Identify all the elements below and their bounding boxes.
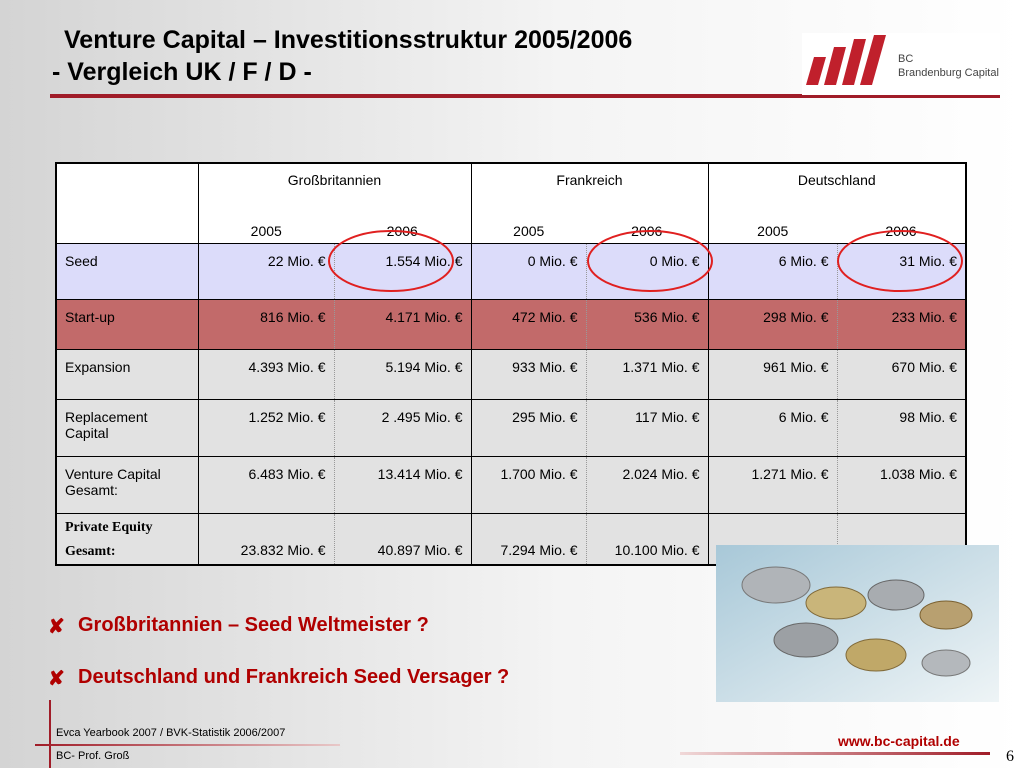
value-cell: 1.038 Mio. € bbox=[836, 455, 967, 514]
value-cell: 6 Mio. € bbox=[707, 398, 837, 457]
logo-short: BC bbox=[898, 53, 914, 65]
value-cell: 536 Mio. € bbox=[585, 298, 709, 350]
value-cell: 7.294 Mio. € bbox=[470, 512, 586, 565]
value-cell: 1.371 Mio. € bbox=[585, 348, 709, 400]
footer-source: Evca Yearbook 2007 / BVK-Statistik 2006/… bbox=[56, 727, 286, 739]
table-row: Replacement Capital 1.252 Mio. €2 .495 Mi… bbox=[55, 398, 967, 457]
year-header: 2005 bbox=[707, 213, 837, 244]
footer-rule bbox=[35, 744, 340, 746]
value-cell: 6 Mio. € bbox=[707, 242, 837, 300]
footer-rule bbox=[680, 752, 990, 755]
header-row: Großbritannien Frankreich Deutschland bbox=[55, 162, 967, 244]
bullet-text: Großbritannien – Seed Weltmeister ? bbox=[78, 614, 429, 636]
value-cell: 472 Mio. € bbox=[470, 298, 586, 350]
corner-cell bbox=[55, 162, 199, 244]
country-header: Großbritannien bbox=[197, 162, 472, 213]
value-cell: 0 Mio. € bbox=[470, 242, 586, 300]
table-row: Seed 22 Mio. €1.554 Mio. €0 Mio. €0 Mio. … bbox=[55, 242, 967, 300]
title-rule bbox=[50, 94, 1000, 98]
year-header: 2005 bbox=[197, 213, 334, 244]
value-cell: 961 Mio. € bbox=[707, 348, 837, 400]
footer-url: www.bc-capital.de bbox=[838, 733, 960, 749]
value-cell: 4.171 Mio. € bbox=[333, 298, 472, 350]
country-header: Frankreich bbox=[470, 162, 709, 213]
value-cell: 13.414 Mio. € bbox=[333, 455, 472, 514]
value-cell: 298 Mio. € bbox=[707, 298, 837, 350]
year-header: 2005 bbox=[470, 213, 586, 244]
footer-rule bbox=[49, 700, 51, 768]
value-cell: 5.194 Mio. € bbox=[333, 348, 472, 400]
row-label: Venture Capital Gesamt: bbox=[55, 455, 199, 514]
value-cell: 31 Mio. € bbox=[836, 242, 967, 300]
country-header: Deutschland bbox=[707, 162, 967, 213]
coins-image bbox=[716, 545, 999, 702]
footer-author: BC- Prof. Groß bbox=[56, 750, 130, 762]
value-cell: 117 Mio. € bbox=[585, 398, 709, 457]
year-header: 2006 bbox=[334, 213, 472, 244]
row-label: Seed bbox=[55, 242, 199, 300]
data-table: Großbritannien Frankreich Deutschland 2005 2… bbox=[55, 162, 967, 566]
table-row: Start-up 816 Mio. €4.171 Mio. €472 Mio. €… bbox=[55, 298, 967, 350]
value-cell: 23.832 Mio. € bbox=[197, 512, 334, 565]
title-line: Venture Capital – Investitionsstruktur 2… bbox=[64, 26, 633, 54]
value-cell: 22 Mio. € bbox=[197, 242, 334, 300]
value-cell: 233 Mio. € bbox=[836, 298, 967, 350]
row-label: Replacement Capital bbox=[55, 398, 199, 457]
value-cell: 933 Mio. € bbox=[470, 348, 586, 400]
value-cell: 40.897 Mio. € bbox=[333, 512, 472, 565]
year-header: 2006 bbox=[837, 213, 967, 244]
value-cell: 1.252 Mio. € bbox=[197, 398, 334, 457]
value-cell: 1.554 Mio. € bbox=[333, 242, 472, 300]
logo: BC Brandenburg Capital bbox=[802, 33, 1000, 95]
value-cell: 670 Mio. € bbox=[836, 348, 967, 400]
page-number: 6 bbox=[1006, 748, 1014, 765]
value-cell: 1.700 Mio. € bbox=[470, 455, 586, 514]
value-cell: 0 Mio. € bbox=[585, 242, 709, 300]
row-label: Private Equity Gesamt: bbox=[55, 512, 199, 565]
value-cell: 2.024 Mio. € bbox=[585, 455, 709, 514]
year-header: 2006 bbox=[586, 213, 709, 244]
value-cell: 1.271 Mio. € bbox=[707, 455, 837, 514]
value-cell: 10.100 Mio. € bbox=[585, 512, 709, 565]
value-cell: 4.393 Mio. € bbox=[197, 348, 334, 400]
title-line: - Vergleich UK / F / D - bbox=[52, 58, 312, 86]
logo-mark bbox=[806, 35, 886, 85]
table-row: Expansion 4.393 Mio. €5.194 Mio. €933 Mio… bbox=[55, 348, 967, 400]
value-cell: 98 Mio. € bbox=[836, 398, 967, 457]
value-cell: 2 .495 Mio. € bbox=[333, 398, 472, 457]
table-row: Private Equity Gesamt: 23.832 Mio. €40.89… bbox=[55, 512, 967, 565]
value-cell: 6.483 Mio. € bbox=[197, 455, 334, 514]
bullet-icon: ✘ bbox=[48, 616, 65, 638]
row-label: Expansion bbox=[55, 348, 199, 400]
row-label: Start-up bbox=[55, 298, 199, 350]
table-row: Venture Capital Gesamt: 6.483 Mio. €13.41… bbox=[55, 455, 967, 514]
bullet-text: Deutschland und Frankreich Seed Versager… bbox=[78, 666, 510, 688]
logo-name: Brandenburg Capital bbox=[898, 67, 999, 79]
value-cell: 816 Mio. € bbox=[197, 298, 334, 350]
bullet-icon: ✘ bbox=[48, 668, 65, 690]
value-cell: 295 Mio. € bbox=[470, 398, 586, 457]
